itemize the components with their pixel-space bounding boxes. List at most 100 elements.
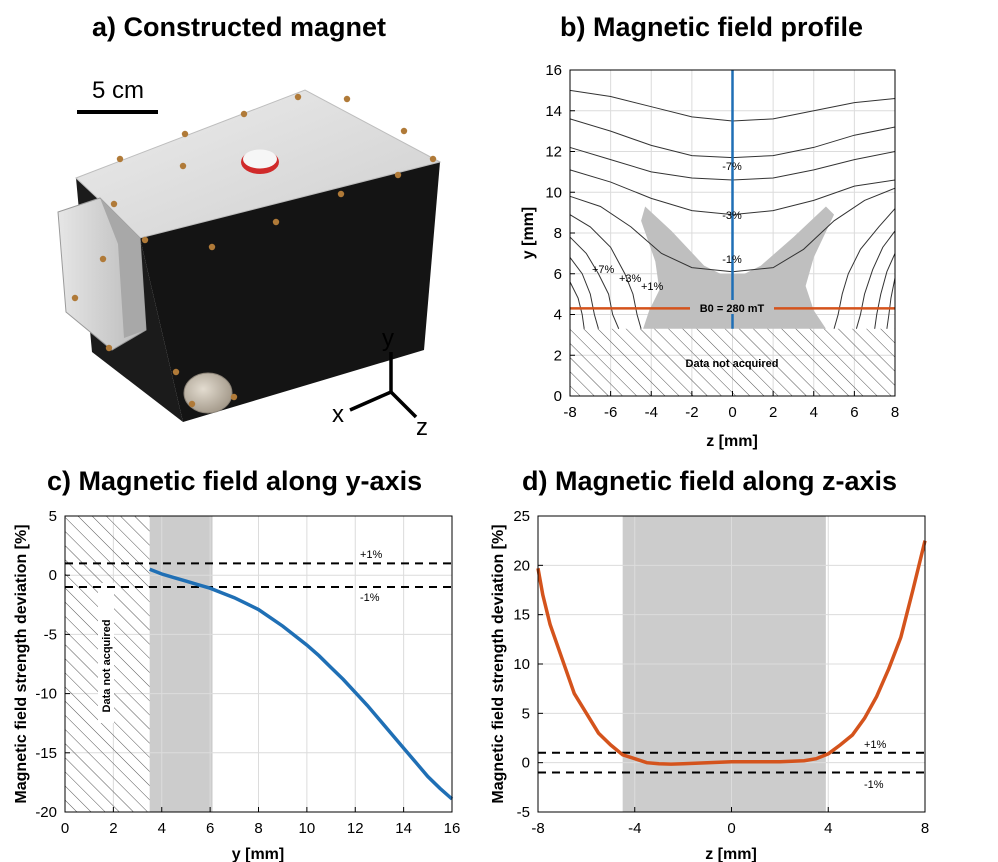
chart-b-xtick-label: -2 (685, 404, 698, 421)
chart-c-ytick-label: -15 (35, 745, 57, 762)
panel-a-title: a) Constructed magnet (92, 12, 387, 42)
chart-c-shaded-band (149, 516, 213, 812)
chart-c-xtick-label: 14 (395, 820, 412, 837)
chart-b-contour (569, 281, 585, 329)
chart-d-field-z: +1% -1% -8 -4 0 4 8 -5 0 5 10 15 20 25 z [mm] Magne… (490, 508, 929, 862)
chart-d-ytick-label: 10 (513, 656, 530, 673)
chart-c-xtick-label: 2 (109, 820, 117, 837)
chart-d-threshold-minus-label: -1% (864, 779, 884, 791)
magnet-screws (71, 93, 437, 408)
chart-b-xtick-label: 8 (891, 404, 899, 421)
chart-b-shaded-region (641, 206, 835, 329)
chart-d-ytick-label: 15 (513, 607, 530, 624)
axes-triad (349, 352, 418, 419)
chart-d-xtick-label: -8 (531, 820, 544, 837)
panel-d-title: d) Magnetic field along z-axis (522, 466, 898, 496)
chart-c-ticks: 0 2 4 6 8 10 12 14 16 -20 -15 -10 -5 0 5 (35, 508, 460, 837)
chart-d-ylabel: Magnetic field strength deviation [%] (490, 524, 507, 803)
chart-b-contour (569, 257, 599, 329)
chart-b-ytick-label: 16 (545, 62, 562, 79)
chart-b-xtick-label: 4 (810, 404, 818, 421)
scale-bar-label: 5 cm (92, 77, 144, 104)
chart-c-xtick-label: 8 (254, 820, 262, 837)
chart-c-xtick-label: 12 (347, 820, 364, 837)
chart-b-contour (874, 253, 896, 329)
chart-b-ticks: -8 -6 -4 -2 0 2 4 6 8 0 2 4 6 8 10 12 14 16 (545, 62, 899, 421)
chart-b-xtick-label: 6 (850, 404, 858, 421)
chart-b-ytick-label: 12 (545, 144, 562, 161)
chart-b-contour (886, 277, 896, 329)
chart-d-ytick-label: 20 (513, 557, 530, 574)
contour-label-plus1: +1% (641, 281, 664, 293)
contour-label-minus1: -1% (722, 254, 742, 266)
chart-d-xlabel: z [mm] (705, 846, 757, 862)
chart-d-xtick-label: 0 (727, 820, 735, 837)
chart-c-field-y: Data not acquired +1% -1% 0 2 4 6 8 10 12 14 16 -… (13, 508, 460, 862)
chart-b-field-profile: Data not acquired B0 = 280 mT -7% -3% -1… (520, 62, 899, 450)
chart-b-xtick-label: -8 (563, 404, 576, 421)
chart-b-ylabel: y [mm] (520, 207, 537, 259)
chart-c-ytick-label: 5 (49, 508, 57, 525)
chart-c-threshold-plus-label: +1% (360, 549, 383, 561)
chart-c-masked-label: Data not acquired (101, 620, 113, 713)
chart-c-axes-box (64, 515, 453, 813)
chart-c-xtick-label: 0 (61, 820, 69, 837)
side-disc (183, 372, 233, 414)
chart-c-series-line (149, 567, 454, 801)
chart-c-xtick-label: 6 (206, 820, 214, 837)
chart-b-ytick-label: 14 (545, 103, 562, 120)
contour-label-minus7: -7% (722, 161, 742, 173)
chart-c-ylabel: Magnetic field strength deviation [%] (13, 524, 30, 803)
chart-c-ytick-label: -20 (35, 804, 57, 821)
chart-b-xlabel: z [mm] (706, 433, 758, 450)
triad-label-x: x (332, 401, 344, 428)
chart-b-masked-label: Data not acquired (686, 358, 779, 370)
triad-label-z: z (416, 414, 428, 441)
chart-b-ytick-label: 4 (554, 307, 562, 324)
chart-c-xtick-label: 16 (444, 820, 461, 837)
chart-b-axes-box (569, 69, 896, 397)
chart-b-contour (569, 236, 620, 329)
chart-d-ticks: -8 -4 0 4 8 -5 0 5 10 15 20 25 (513, 508, 929, 837)
chart-c-xtick-label: 10 (299, 820, 316, 837)
contour-label-plus3: +3% (619, 273, 642, 285)
chart-b-xtick-label: -4 (645, 404, 658, 421)
chart-d-xtick-label: 8 (921, 820, 929, 837)
panel-c-title: c) Magnetic field along y-axis (47, 466, 423, 496)
chart-c-xlabel: y [mm] (232, 846, 284, 862)
chart-c-thresholds (65, 562, 452, 589)
contour-label-plus7: +7% (592, 264, 615, 276)
magnet-photo: 5 cm y x z (57, 77, 442, 441)
chart-b-b0-label: B0 = 280 mT (700, 303, 765, 315)
chart-d-ytick-label: 25 (513, 508, 530, 525)
chart-b-ytick-label: 2 (554, 347, 562, 364)
chart-b-ytick-label: 10 (545, 184, 562, 201)
chart-b-xtick-label: 2 (769, 404, 777, 421)
chart-d-grid (537, 515, 926, 813)
chart-c-threshold-minus-label: -1% (360, 592, 380, 604)
triad-label-y: y (382, 325, 394, 352)
chart-b-xtick-label: 0 (728, 404, 736, 421)
chart-d-axes-box (537, 515, 926, 813)
chart-c-xtick-label: 4 (158, 820, 166, 837)
chart-b-masked-region (570, 328, 895, 396)
chart-b-contour (569, 214, 642, 329)
chart-c-ytick-label: 0 (49, 567, 57, 584)
chart-d-thresholds (538, 751, 925, 774)
chart-d-ytick-label: 0 (522, 755, 530, 772)
chart-c-ytick-label: -5 (44, 626, 57, 643)
chart-b-ytick-label: 0 (554, 388, 562, 405)
chart-d-series-line (536, 540, 927, 766)
magnet-side-face (140, 162, 440, 422)
chart-b-ytick-label: 6 (554, 266, 562, 283)
chart-d-xtick-label: -4 (628, 820, 641, 837)
chart-d-ytick-label: 5 (522, 705, 530, 722)
chart-d-threshold-plus-label: +1% (864, 739, 887, 751)
chart-b-xtick-label: -6 (604, 404, 617, 421)
contour-label-minus3: -3% (722, 210, 742, 222)
chart-b-contour (833, 208, 896, 329)
chart-c-ytick-label: -10 (35, 686, 57, 703)
chart-b-contour (855, 230, 896, 329)
panel-b-title: b) Magnetic field profile (560, 12, 864, 42)
